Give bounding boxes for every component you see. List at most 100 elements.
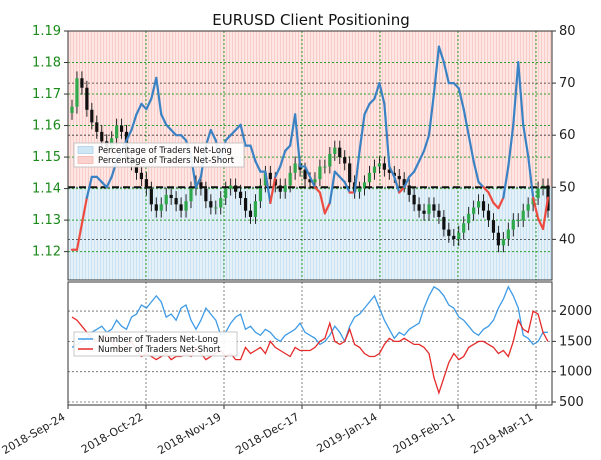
price-candle-61 — [372, 166, 377, 173]
pct-tick-label-0: 40 — [559, 232, 576, 247]
pct-long-segment-3 — [85, 175, 93, 199]
count-tick-label-3: 2000 — [559, 304, 592, 319]
price-candle-21 — [174, 198, 178, 205]
price-candle-6 — [100, 131, 104, 142]
price-candles — [70, 71, 550, 253]
price-candle-68 — [407, 185, 411, 195]
count-tick-label-0: 500 — [559, 395, 584, 410]
pct-long-segment-63 — [383, 102, 391, 168]
pct-tick-label-2: 60 — [559, 128, 576, 143]
price-candle-35 — [243, 198, 248, 211]
price-candle-37 — [253, 201, 258, 217]
top-left-axis: 1.12 1.13 1.14 1.15 1.16 1.17 1.18 1.19 — [32, 24, 68, 260]
pct-long-segment-64 — [388, 165, 396, 178]
pct-long-segment-49 — [313, 186, 322, 194]
pct-long-segment-67 — [403, 175, 411, 189]
pct-long-segment-12 — [130, 113, 138, 132]
price-candle-32 — [229, 185, 233, 189]
price-candle-70 — [417, 204, 421, 211]
pct-long-segment-44 — [289, 113, 297, 147]
pct-long-segment-53 — [333, 170, 341, 178]
pct-long-segment-40 — [269, 175, 277, 205]
price-candle-81 — [472, 207, 476, 214]
pct-long-segment-16 — [150, 76, 158, 100]
price-candle-54 — [338, 147, 342, 158]
bottom-right-axis: 500 1000 1500 2000 — [552, 304, 592, 410]
pct-long-segment-47 — [303, 165, 312, 178]
pct-long-segment-20 — [170, 128, 178, 137]
bottom-legend: Number of Traders Net-Long Number of Tra… — [73, 331, 238, 357]
pct-long-segment-7 — [105, 175, 113, 189]
top-legend: Percentage of Traders Net-Long Percentag… — [73, 142, 245, 168]
price-candle-17 — [154, 204, 158, 211]
price-candle-26 — [199, 182, 203, 189]
price-candle-56 — [348, 163, 352, 183]
pct-long-segment-19 — [165, 123, 173, 132]
price-candle-69 — [412, 194, 416, 205]
pct-long-segment-78 — [457, 87, 465, 111]
price-candle-80 — [467, 213, 471, 224]
price-tick-label-6: 1.18 — [32, 56, 61, 71]
price-candle-22 — [179, 204, 183, 211]
pct-long-segment-52 — [328, 170, 336, 205]
price-candle-53 — [333, 147, 337, 154]
pct-long-segment-48 — [308, 175, 317, 189]
pct-long-segment-86 — [497, 196, 505, 210]
pct-long-segment-92 — [527, 154, 535, 199]
net-long-count-line — [71, 285, 548, 348]
price-tick-label-1: 1.13 — [32, 213, 61, 228]
percent-lines — [70, 45, 550, 251]
chart-title: EURUSD Client Positioning — [212, 11, 410, 29]
price-candle-79 — [462, 223, 466, 233]
pct-long-segment-71 — [422, 134, 431, 152]
pct-tick-label-1: 50 — [559, 180, 576, 195]
x-tick-label-5: 2019-Feb-11 — [391, 410, 458, 456]
long-zone-fill — [68, 187, 552, 280]
price-candle-42 — [278, 185, 282, 192]
pct-long-segment-6 — [100, 180, 108, 189]
legend-label-net-short-pct: Percentage of Traders Net-Short — [98, 156, 235, 166]
pct-long-segment-50 — [318, 191, 326, 215]
price-tick-label-2: 1.14 — [32, 182, 61, 197]
pct-long-segment-2 — [80, 196, 88, 225]
price-candle-49 — [313, 179, 317, 183]
price-candle-28 — [209, 201, 213, 208]
legend-swatch-net-short-pct — [77, 156, 94, 164]
pct-long-segment-87 — [502, 165, 510, 199]
pct-long-segment-81 — [472, 160, 480, 184]
price-candle-78 — [457, 232, 461, 240]
price-candle-59 — [362, 182, 367, 189]
price-tick-label-5: 1.17 — [32, 87, 61, 102]
price-candle-67 — [402, 179, 406, 186]
price-candle-1 — [75, 78, 79, 107]
price-candle-51 — [323, 166, 327, 168]
price-candle-39 — [263, 172, 267, 186]
top-legend-box — [73, 142, 245, 168]
bottom-frame — [67, 281, 553, 406]
price-candle-74 — [437, 210, 441, 217]
pct-long-segment-65 — [393, 175, 401, 194]
pct-long-segment-55 — [343, 180, 351, 194]
count-lines — [71, 285, 549, 395]
pct-long-segment-57 — [353, 149, 361, 194]
price-candle-4 — [90, 109, 94, 123]
price-tick-label-0: 1.12 — [32, 245, 61, 260]
price-candle-5 — [95, 122, 99, 132]
count-tick-label-2: 1500 — [559, 334, 592, 349]
price-candle-94 — [536, 188, 540, 199]
pct-long-segment-90 — [517, 61, 525, 126]
pct-long-segment-77 — [452, 81, 460, 90]
price-candle-24 — [189, 188, 193, 202]
price-tick-label-4: 1.16 — [32, 119, 61, 134]
price-candle-27 — [204, 188, 208, 202]
x-tick-label-2: 2018-Nov-19 — [155, 410, 223, 457]
pct-long-segment-28 — [209, 128, 217, 142]
price-candle-64 — [387, 169, 391, 173]
pct-long-segment-70 — [417, 149, 426, 163]
bottom-panel: 500 1000 1500 2000 Number of Traders Net-Lo… — [67, 281, 592, 410]
price-candle-48 — [308, 179, 312, 183]
pct-long-segment-88 — [507, 123, 515, 168]
bottom-legend-box — [73, 331, 238, 357]
price-candle-10 — [119, 125, 124, 132]
